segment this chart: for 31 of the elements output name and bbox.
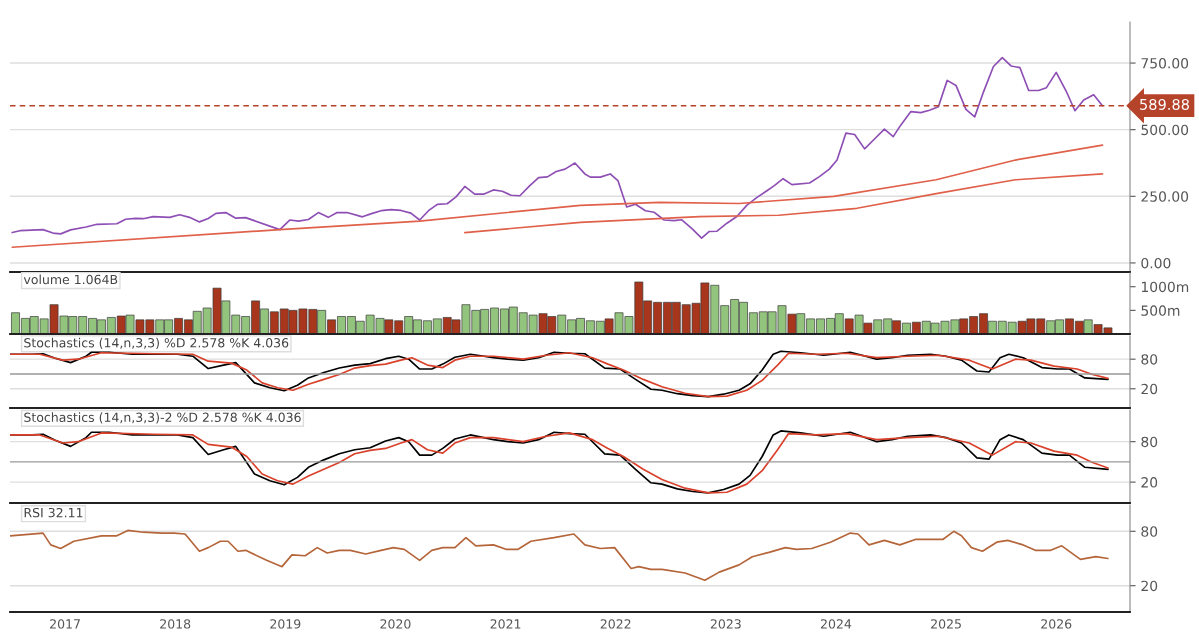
y-tick-label: 80 [1141,526,1158,537]
x-tick-label: 2026 [1041,619,1072,629]
y-tick-label: 500.00 [1141,124,1189,136]
x-tick-label: 2017 [50,619,80,629]
y-tick-label: 1000m [1141,281,1189,293]
x-tick-label: 2023 [710,619,741,629]
x-tick-label: 2025 [931,619,961,629]
line-series [463,173,1104,234]
y-tick-label: 750.00 [1141,58,1189,69]
chart-title: volume 1.064B [23,274,118,285]
y-tick-label: 20 [1141,477,1158,488]
line-series [11,56,1104,239]
y-tick-label: 20 [1141,383,1158,395]
y-tick-label: 250.00 [1141,191,1189,202]
x-tick-label: 2019 [270,619,301,629]
y-tick-label: 20 [1141,580,1158,592]
line-series [10,529,1109,582]
x-tick-label: 2024 [820,619,852,629]
line-series [11,144,1104,249]
chart-title: RSI 32.11 [24,507,83,518]
x-tick-label: 2018 [160,619,191,629]
y-tick-label: 0.00 [1141,257,1171,269]
chart-title: Stochastics (14,n,3,3)-2 %D 2.578 %K 4.036 [24,412,301,424]
y-tick-label: 80 [1141,436,1158,448]
x-tick-label: 2020 [380,619,411,629]
x-tick-label: 2022 [600,619,631,629]
chart-title: Stochastics (14,n,3,3) %D 2.578 %K 4.036 [24,337,289,349]
x-tick-label: 2021 [490,619,521,629]
ref-line-label: 589.88 [1140,98,1189,110]
y-tick-label: 500m [1141,305,1180,316]
y-tick-label: 80 [1141,354,1158,365]
